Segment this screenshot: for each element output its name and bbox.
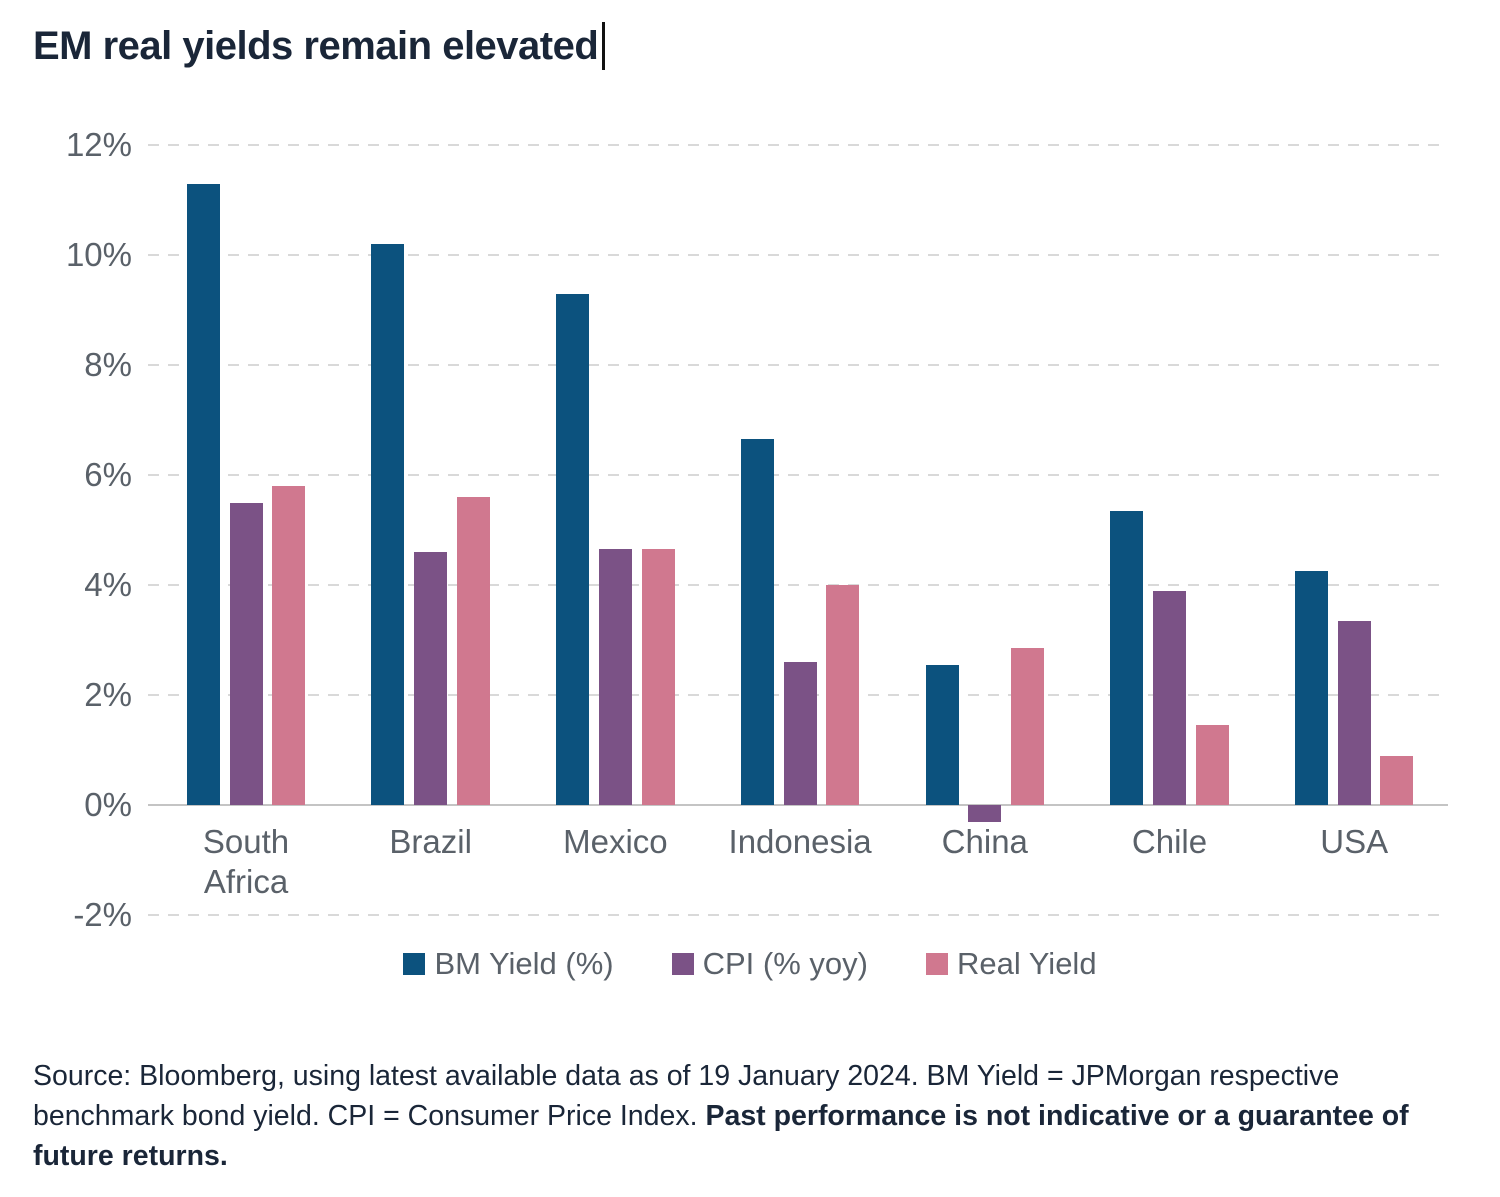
legend-item-real-yield: Real Yield (925, 946, 1097, 982)
gridline-6% (148, 474, 1448, 476)
y-axis-tick-label: 0% (84, 786, 132, 823)
gridline-4% (148, 584, 1448, 586)
x-axis-label-mexico: Mexico (563, 823, 668, 860)
y-axis-tick-label: 2% (84, 676, 132, 713)
y-axis-tick-label: 8% (84, 346, 132, 383)
bar-cpi-yoy-indonesia (783, 662, 817, 805)
bar-cpi-yoy-china (968, 805, 1002, 822)
bar-real-yield-usa (1380, 755, 1414, 805)
bar-real-yield-indonesia (826, 585, 860, 805)
legend-item-cpi: CPI (% yoy) (671, 946, 868, 982)
y-axis-tick-label: 10% (65, 236, 132, 273)
source-note: Source: Bloomberg, using latest availabl… (33, 1056, 1441, 1176)
legend-label: Real Yield (956, 946, 1097, 981)
bar-bm-yield-chile (1110, 510, 1144, 805)
bar-real-yield-brazil (456, 497, 490, 805)
title-row: EM real yields remain elevated (33, 18, 606, 74)
gridline--2% (148, 914, 1448, 916)
bar-bm-yield-south-africa (186, 183, 220, 805)
y-axis-tick-label: 6% (84, 456, 132, 493)
y-axis-tick-label: 12% (65, 126, 132, 163)
text-cursor (602, 22, 606, 70)
bar-cpi-yoy-usa (1337, 620, 1371, 805)
legend-label: BM Yield (%) (434, 946, 614, 981)
bar-real-yield-chile (1195, 725, 1229, 805)
legend-swatch-bm-yield (403, 953, 426, 975)
bar-cpi-yoy-brazil (414, 552, 448, 805)
bar-bm-yield-indonesia (740, 439, 774, 805)
x-axis-label-indonesia: Indonesia (728, 823, 872, 860)
gridline-12% (148, 144, 1448, 146)
source-text: Source: Bloomberg, using latest availabl… (33, 1060, 1340, 1132)
bar-cpi-yoy-chile (1153, 590, 1186, 805)
y-axis-tick-label: -2% (73, 896, 132, 933)
y-axis-tick-label: 4% (84, 566, 132, 603)
bar-real-yield-south-africa (272, 486, 306, 805)
x-axis-label-usa: USA (1320, 823, 1389, 860)
legend: BM Yield (%) CPI (% yoy) Real Yield (0, 942, 1500, 986)
bar-cpi-yoy-mexico (598, 549, 632, 805)
bar-bm-yield-china (925, 664, 959, 805)
x-axis-label-china: China (941, 823, 1028, 860)
legend-item-bm-yield: BM Yield (%) (403, 946, 614, 982)
bar-bm-yield-usa (1294, 571, 1328, 805)
gridline-8% (148, 364, 1448, 366)
gridline-10% (148, 254, 1448, 256)
bar-bm-yield-mexico (556, 293, 590, 805)
bar-real-yield-china (1011, 648, 1045, 805)
gridline-0% (148, 804, 1448, 806)
bar-bm-yield-brazil (371, 244, 405, 805)
legend-label: CPI (% yoy) (702, 946, 868, 981)
legend-swatch-real-yield (925, 953, 948, 975)
bar-real-yield-mexico (641, 549, 675, 805)
bar-cpi-yoy-south-africa (229, 502, 263, 805)
chart-title[interactable]: EM real yields remain elevated (33, 23, 599, 68)
x-axis-label-chile: Chile (1131, 823, 1208, 860)
legend-swatch-cpi (671, 953, 694, 975)
source-disclaimer: Past performance is not indicative or a … (33, 1100, 1409, 1172)
x-axis-label-south-africa: South Africa (202, 823, 290, 900)
x-axis-label-brazil: Brazil (389, 823, 472, 860)
